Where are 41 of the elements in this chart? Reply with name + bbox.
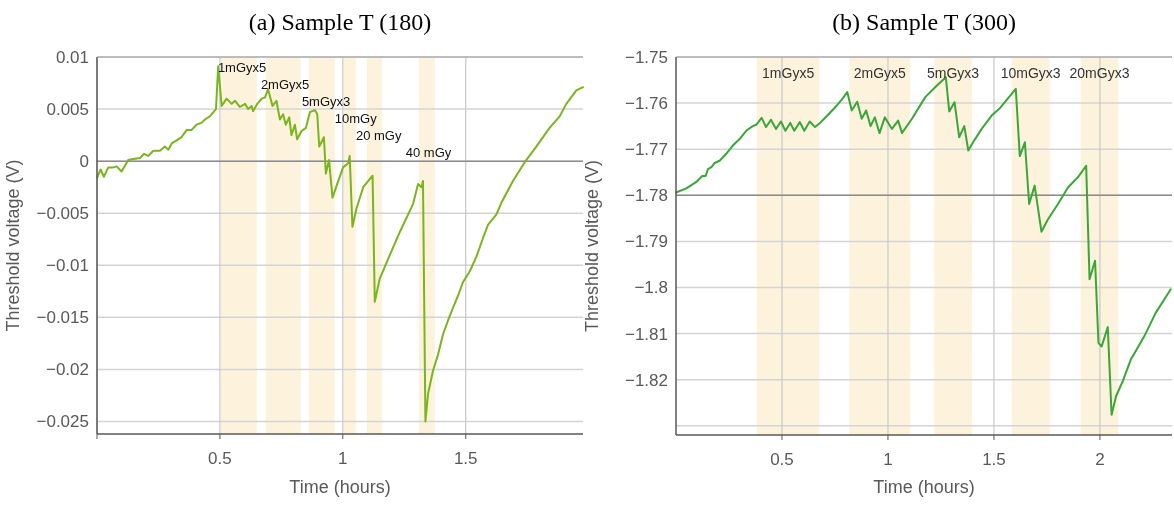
x-tick-label: 1.5 — [453, 449, 478, 468]
y-tick-label: 0 — [79, 152, 89, 172]
y-tick-label: −1.82 — [624, 370, 668, 390]
x-tick-label: 1 — [338, 449, 348, 468]
x-tick-label: 0.5 — [770, 450, 794, 469]
band-label: 40 mGy — [405, 144, 452, 160]
y-tick-label: 0.01 — [55, 47, 89, 67]
band-label: 20mGyx3 — [1069, 64, 1130, 81]
y-axis-title: Threshold voltage (V) — [3, 159, 23, 332]
x-tick-label: 2 — [1095, 450, 1105, 469]
band-label: 5mGyx3 — [926, 64, 980, 81]
band-label: 20 mGy — [355, 127, 402, 143]
x-axis-title: Time (hours) — [873, 477, 975, 497]
band-label: 2mGyx5 — [853, 64, 907, 81]
x-axis-title: Time (hours) — [289, 477, 391, 497]
y-tick-label: −1.77 — [624, 140, 668, 160]
y-tick-label: −0.005 — [36, 204, 89, 224]
y-tick-label: −0.02 — [45, 360, 89, 380]
y-tick-label: −1.75 — [624, 47, 668, 67]
chart-title: (b) Sample T (300) — [832, 9, 1016, 35]
x-tick-label: 0.5 — [208, 449, 232, 468]
chart-title: (a) Sample T (180) — [248, 9, 432, 35]
x-tick-label: 1.5 — [982, 450, 1006, 469]
band-label: 10mGyx3 — [1000, 64, 1061, 81]
y-tick-label: −0.01 — [45, 256, 89, 276]
y-axis-title: Threshold voltage (V) — [582, 159, 602, 333]
y-tick-label: −1.78 — [624, 186, 668, 206]
band-label: 1mGyx5 — [762, 64, 815, 81]
band-label: 5mGyx3 — [301, 93, 351, 109]
y-tick-label: −1.8 — [634, 278, 668, 298]
y-tick-label: −0.015 — [36, 308, 89, 328]
band-label: 1mGyx5 — [217, 59, 267, 75]
x-tick-label: 1 — [883, 450, 893, 469]
y-tick-label: −0.025 — [36, 412, 89, 432]
band-label: 2mGyx5 — [260, 76, 310, 92]
y-tick-label: 0.005 — [46, 100, 89, 120]
y-tick-label: −1.81 — [624, 324, 668, 344]
band-label: 10mGy — [334, 110, 378, 126]
line-series — [96, 65, 584, 423]
y-tick-label: −1.76 — [624, 94, 668, 114]
y-tick-label: −1.79 — [624, 232, 668, 252]
